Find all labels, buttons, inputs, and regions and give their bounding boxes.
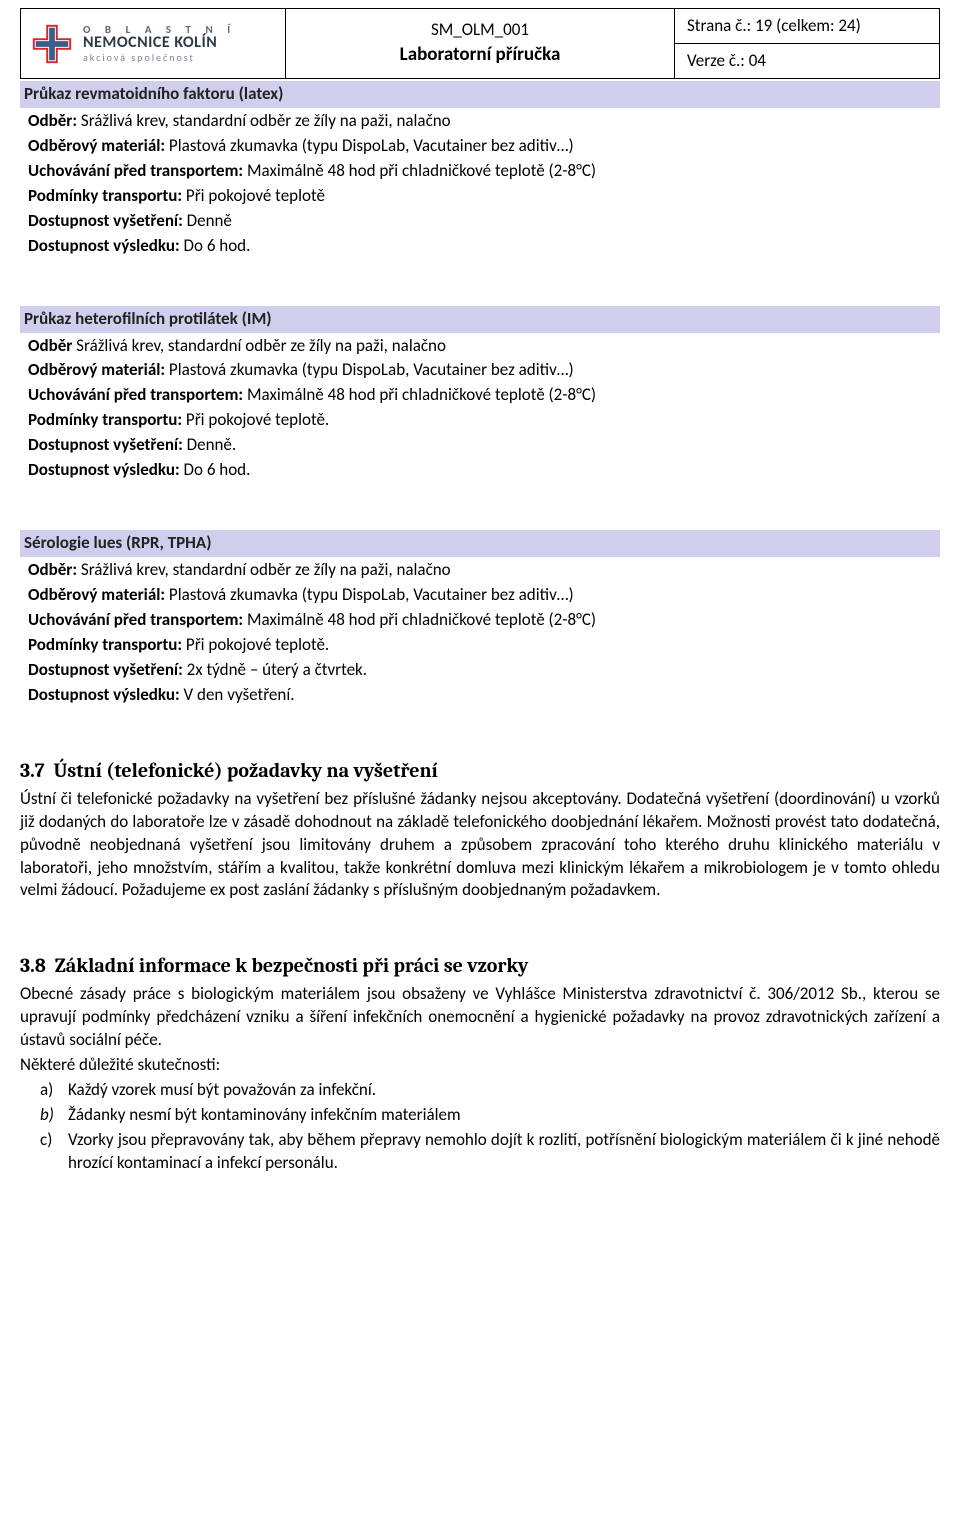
sec38-para1: Obecné zásady práce s biologickým materi… (20, 983, 940, 1052)
exam-row-value: Srážlivá krev, standardní odběr ze žíly … (77, 110, 451, 131)
exam-banner: Průkaz heterofilních protilátek (IM) (20, 306, 940, 333)
page-info: Strana č.: 19 (celkem: 24) (687, 15, 861, 36)
exam-row: Podmínky transportu: Při pokojové teplot… (28, 634, 940, 657)
sec37-body: Ústní či telefonické požadavky na vyšetř… (20, 788, 940, 903)
section-3-8-heading: 3.8 Základní informace k bezpečnosti při… (20, 952, 940, 979)
exam-row-label: Podmínky transportu: (28, 409, 182, 430)
list-text: Vzorky jsou přepravovány tak, aby během … (68, 1129, 940, 1175)
exam-row: Uchovávání před transportem: Maximálně 4… (28, 384, 940, 407)
doc-code: SM_OLM_001 (290, 19, 670, 42)
sec38-para2: Některé důležité skutečnosti: (20, 1054, 940, 1077)
exam-row: Uchovávání před transportem: Maximálně 4… (28, 160, 940, 183)
list-text: Žádanky nesmí být kontaminovány infekční… (68, 1104, 940, 1127)
exam-row: Dostupnost výsledku: Do 6 hod. (28, 235, 940, 258)
exam-row: Dostupnost výsledku: V den vyšetření. (28, 684, 940, 707)
exam-row: Dostupnost vyšetření: 2x týdně – úterý a… (28, 659, 940, 682)
exam-row: Dostupnost vyšetření: Denně. (28, 434, 940, 457)
list-marker: c) (40, 1129, 68, 1175)
exam-block: Sérologie lues (RPR, TPHA)Odběr: Srážliv… (20, 530, 940, 707)
exam-row-label: Odběr (28, 335, 72, 356)
doc-title: Laboratorní příručka (290, 42, 670, 68)
exam-row-label: Odběrový materiál: (28, 135, 165, 156)
exam-row-label: Odběr: (28, 110, 77, 131)
exam-row: Odběr: Srážlivá krev, standardní odběr z… (28, 110, 940, 133)
hospital-logo: O B L A S T N Í NEMOCNICE KOLÍN akciová … (29, 21, 277, 67)
version-cell: Verze č.: 04 (675, 44, 940, 79)
exam-row-label: Dostupnost vyšetření: (28, 210, 183, 231)
page-info-cell: Strana č.: 19 (celkem: 24) (675, 9, 940, 44)
exam-row-value: Denně (183, 210, 232, 231)
exam-row-label: Odběr: (28, 559, 77, 580)
exam-row: Podmínky transportu: Při pokojové teplot… (28, 409, 940, 432)
exam-row-label: Uchovávání před transportem: (28, 160, 243, 181)
logo-line2: NEMOCNICE KOLÍN (83, 35, 236, 51)
exam-row-label: Podmínky transportu: (28, 185, 182, 206)
list-marker: a) (40, 1079, 68, 1102)
list-item: c)Vzorky jsou přepravovány tak, aby běhe… (40, 1129, 940, 1175)
exam-row-value: 2x týdně – úterý a čtvrtek. (183, 659, 367, 680)
list-text: Každý vzorek musí být považován za infek… (68, 1079, 940, 1102)
exam-row-value: Denně. (183, 434, 236, 455)
sec37-title: Ústní (telefonické) požadavky na vyšetře… (53, 759, 437, 782)
exam-row-label: Dostupnost vyšetření: (28, 659, 183, 680)
logo-cell: O B L A S T N Í NEMOCNICE KOLÍN akciová … (21, 9, 286, 79)
exam-row-value: Do 6 hod. (180, 235, 251, 256)
list-item: a)Každý vzorek musí být považován za inf… (40, 1079, 940, 1102)
exam-row: Podmínky transportu: Při pokojové teplot… (28, 185, 940, 208)
sec38-num: 3.8 (20, 954, 46, 977)
exam-row-value: Maximálně 48 hod při chladničkové teplot… (243, 384, 596, 405)
logo-line3: akciová společnost (83, 53, 236, 63)
exam-row-value: Srážlivá krev, standardní odběr ze žíly … (72, 335, 446, 356)
exam-banner: Sérologie lues (RPR, TPHA) (20, 530, 940, 557)
document-header: O B L A S T N Í NEMOCNICE KOLÍN akciová … (20, 8, 940, 79)
sec38-title: Základní informace k bezpečnosti při prá… (55, 954, 529, 977)
exam-row-value: Srážlivá krev, standardní odběr ze žíly … (77, 559, 451, 580)
exam-row-value: Při pokojové teplotě. (182, 634, 329, 655)
exam-row-label: Dostupnost výsledku: (28, 235, 180, 256)
exam-row-label: Dostupnost vyšetření: (28, 434, 183, 455)
exam-row-label: Podmínky transportu: (28, 634, 182, 655)
exam-row: Odběr: Srážlivá krev, standardní odběr z… (28, 559, 940, 582)
exam-row-value: Při pokojové teplotě (182, 185, 325, 206)
list-marker: b) (40, 1104, 68, 1127)
exam-row-value: V den vyšetření. (180, 684, 295, 705)
exam-row-label: Uchovávání před transportem: (28, 609, 243, 630)
exam-row-label: Dostupnost výsledku: (28, 459, 180, 480)
exam-row-value: Do 6 hod. (180, 459, 251, 480)
sec37-num: 3.7 (20, 759, 45, 782)
exam-row: Uchovávání před transportem: Maximálně 4… (28, 609, 940, 632)
cross-icon (29, 21, 75, 67)
exam-row: Dostupnost výsledku: Do 6 hod. (28, 459, 940, 482)
exam-block: Průkaz revmatoidního faktoru (latex)Odbě… (20, 81, 940, 258)
exam-row: Dostupnost vyšetření: Denně (28, 210, 940, 233)
list-item: b)Žádanky nesmí být kontaminovány infekč… (40, 1104, 940, 1127)
exam-row-value: Maximálně 48 hod při chladničkové teplot… (243, 160, 596, 181)
exam-row-label: Odběrový materiál: (28, 584, 165, 605)
section-3-7-heading: 3.7 Ústní (telefonické) požadavky na vyš… (20, 757, 940, 784)
exam-row: Odběrový materiál: Plastová zkumavka (ty… (28, 584, 940, 607)
exam-row-value: Maximálně 48 hod při chladničkové teplot… (243, 609, 596, 630)
exam-row-value: Plastová zkumavka (typu DispoLab, Vacuta… (165, 584, 574, 605)
exam-row-label: Dostupnost výsledku: (28, 684, 180, 705)
exam-row-value: Při pokojové teplotě. (182, 409, 329, 430)
exam-banner: Průkaz revmatoidního faktoru (latex) (20, 81, 940, 108)
exam-row: Odběrový materiál: Plastová zkumavka (ty… (28, 135, 940, 158)
sec38-list: a)Každý vzorek musí být považován za inf… (20, 1079, 940, 1175)
exam-row: Odběr Srážlivá krev, standardní odběr ze… (28, 335, 940, 358)
exam-row-label: Uchovávání před transportem: (28, 384, 243, 405)
exam-row-value: Plastová zkumavka (typu DispoLab, Vacuta… (165, 359, 574, 380)
doc-title-cell: SM_OLM_001 Laboratorní příručka (286, 9, 675, 79)
exam-row-value: Plastová zkumavka (typu DispoLab, Vacuta… (165, 135, 574, 156)
exam-block: Průkaz heterofilních protilátek (IM)Odbě… (20, 306, 940, 483)
exam-row-label: Odběrový materiál: (28, 359, 165, 380)
doc-version: Verze č.: 04 (687, 50, 766, 71)
exam-row: Odběrový materiál: Plastová zkumavka (ty… (28, 359, 940, 382)
